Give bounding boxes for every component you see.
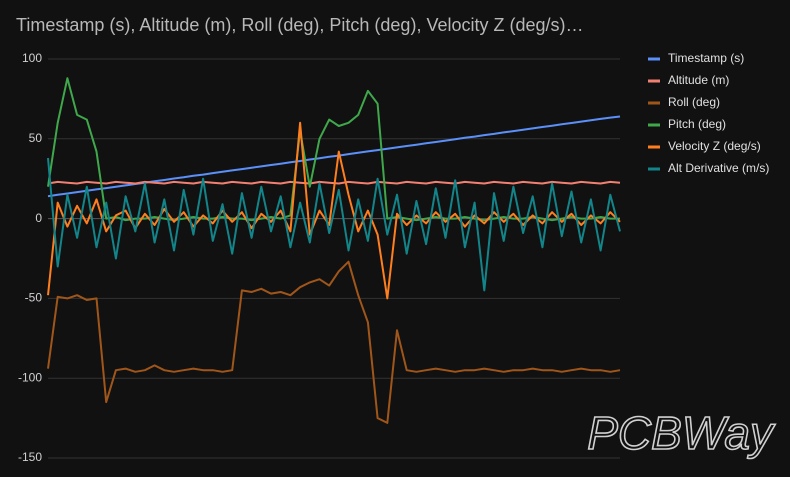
y-tick-label: -100: [18, 370, 42, 384]
legend-label: Alt Derivative (m/s): [668, 161, 769, 175]
legend-label: Pitch (deg): [668, 117, 726, 131]
y-tick-label: -50: [25, 291, 43, 305]
legend-label: Velocity Z (deg/s): [668, 139, 761, 153]
y-tick-label: 50: [29, 131, 43, 145]
y-tick-label: 100: [22, 51, 42, 65]
chart-title: Timestamp (s), Altitude (m), Roll (deg),…: [16, 15, 584, 35]
series-line: [47, 157, 621, 292]
legend-label: Timestamp (s): [668, 51, 744, 65]
legend-label: Roll (deg): [668, 95, 720, 109]
y-tick-label: 0: [35, 211, 42, 225]
series-line: [47, 260, 621, 424]
legend-label: Altitude (m): [668, 73, 729, 87]
y-tick-label: -150: [18, 450, 42, 464]
watermark: PCBWay: [587, 407, 776, 459]
series-line: [47, 77, 620, 222]
